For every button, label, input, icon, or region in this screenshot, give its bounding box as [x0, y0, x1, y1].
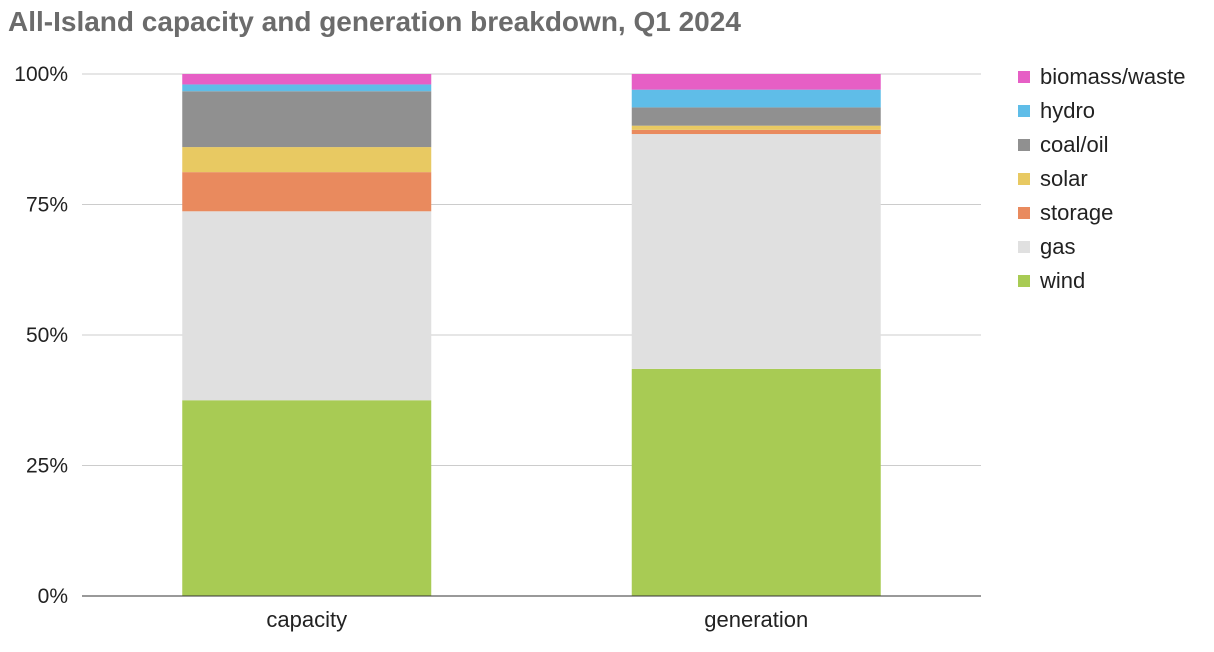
legend-label: wind: [1040, 268, 1086, 293]
x-tick-label: generation: [704, 607, 808, 632]
legend-item: solar: [1018, 162, 1186, 196]
bar-segment: [182, 91, 432, 148]
legend-label: storage: [1040, 200, 1114, 225]
bar-segment: [631, 368, 881, 596]
y-tick-label: 0%: [38, 585, 68, 608]
legend-swatch: [1018, 173, 1030, 185]
bar-segment: [182, 84, 432, 92]
legend-item: hydro: [1018, 94, 1186, 128]
x-axis-ticks: capacity generation: [266, 607, 808, 632]
x-tick-label: capacity: [266, 607, 347, 632]
legend-label: biomass/waste: [1040, 64, 1186, 89]
legend-swatch: [1018, 71, 1030, 83]
legend-label: coal/oil: [1040, 132, 1109, 157]
bar-segment: [631, 134, 881, 369]
bar-segment: [631, 107, 881, 126]
legend-item: wind: [1018, 264, 1186, 298]
legend-swatch: [1018, 139, 1030, 151]
legend-swatch: [1018, 105, 1030, 117]
bar-segment: [182, 400, 432, 596]
y-tick-label: 75%: [26, 194, 68, 217]
bar-segment: [182, 172, 432, 212]
y-tick-label: 100%: [14, 63, 68, 86]
legend-item: coal/oil: [1018, 128, 1186, 162]
bar-segment: [182, 211, 432, 401]
legend-item: storage: [1018, 196, 1186, 230]
legend-swatch: [1018, 241, 1030, 253]
y-axis-ticks: 0% 25% 50% 75% 100%: [14, 63, 68, 608]
bar-segment: [182, 147, 432, 173]
bar-segment: [182, 74, 432, 85]
chart-title: All-Island capacity and generation break…: [8, 6, 741, 37]
chart-plot: 0% 25% 50% 75% 100% capacity generation: [14, 63, 981, 632]
bars: [182, 74, 881, 596]
legend-label: gas: [1040, 234, 1076, 259]
legend-item: biomass/waste: [1018, 60, 1186, 94]
bar-segment: [631, 74, 881, 90]
legend: biomass/waste hydro coal/oil solar storage ga…: [1018, 60, 1186, 298]
legend-label: hydro: [1040, 98, 1096, 123]
bar-segment: [631, 89, 881, 108]
legend-item: gas: [1018, 230, 1186, 264]
legend-swatch: [1018, 275, 1030, 287]
bar-segment: [631, 125, 881, 130]
bar-segment: [631, 129, 881, 135]
legend-label: solar: [1040, 166, 1088, 191]
y-tick-label: 50%: [26, 324, 68, 347]
y-tick-label: 25%: [26, 455, 68, 478]
legend-swatch: [1018, 207, 1030, 219]
